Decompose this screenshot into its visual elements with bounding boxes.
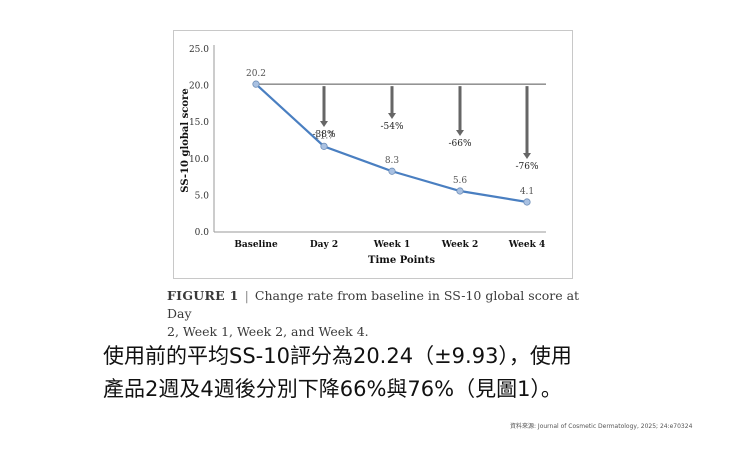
caption-line-1: Change rate from baseline in SS-10 globa… [167, 288, 580, 321]
y-tick-label: 5.0 [195, 191, 210, 201]
figure-caption: FIGURE 1 | Change rate from baseline in SS… [167, 287, 587, 341]
x-axis-title: Time Points [368, 255, 435, 266]
y-tick-label: 25.0 [189, 45, 209, 55]
data-label: 5.6 [453, 176, 468, 186]
change-percent-label: -76% [515, 162, 538, 172]
body-line-1: 使用前的平均SS-10評分為20.24（±9.93），使用 [103, 344, 572, 368]
y-axis-title: SS-10 global score [180, 88, 191, 192]
figure-box: 0.0 5.0 10.0 15.0 20.0 25.0 Baseline Day 2 Week … [173, 30, 573, 279]
change-percent-label: -38% [312, 130, 335, 140]
body-line-2: 產品2週及4週後分別下降66%與76%（見圖1）。 [103, 377, 562, 401]
x-tick-label: Week 1 [373, 240, 410, 250]
figure-label: FIGURE 1 [167, 288, 239, 303]
caption-separator: | [244, 288, 249, 303]
data-label: 20.2 [246, 69, 266, 79]
series [252, 80, 531, 206]
labels: 0.0 5.0 10.0 15.0 20.0 25.0 Baseline Day 2 Week … [189, 45, 545, 250]
change-arrow-head [320, 121, 328, 127]
data-label: 11.7 [314, 131, 334, 141]
change-arrow-head [388, 113, 396, 119]
data-label: 8.3 [385, 156, 400, 166]
x-tick-label: Baseline [234, 240, 278, 250]
data-point [523, 198, 531, 206]
data-point [388, 167, 396, 175]
y-tick-label: 15.0 [189, 118, 209, 128]
data-point [456, 187, 464, 195]
line-chart: 0.0 5.0 10.0 15.0 20.0 25.0 Baseline Day 2 Week … [180, 45, 546, 266]
y-tick-label: 10.0 [189, 155, 209, 165]
change-percent-label: -66% [448, 139, 471, 149]
change-arrows [256, 83, 546, 159]
data-point [252, 80, 260, 88]
y-tick-label: 0.0 [195, 228, 210, 238]
change-arrow-head [456, 130, 464, 136]
x-tick-label: Week 2 [441, 240, 478, 250]
data-point [320, 142, 328, 150]
axes [213, 45, 546, 233]
source-note: 資料來源: Journal of Cosmetic Dermatology, 2… [510, 423, 693, 430]
change-percent-label: -54% [380, 122, 403, 132]
x-tick-label: Day 2 [310, 240, 338, 250]
change-arrow-head [523, 153, 531, 159]
body-text: 使用前的平均SS-10評分為20.24（±9.93），使用 產品2週及4週後分別… [103, 340, 703, 406]
data-label: 4.1 [520, 187, 534, 197]
x-tick-label: Week 4 [508, 240, 545, 250]
y-tick-label: 20.0 [189, 82, 209, 92]
caption-line-2: 2, Week 1, Week 2, and Week 4. [167, 324, 369, 339]
